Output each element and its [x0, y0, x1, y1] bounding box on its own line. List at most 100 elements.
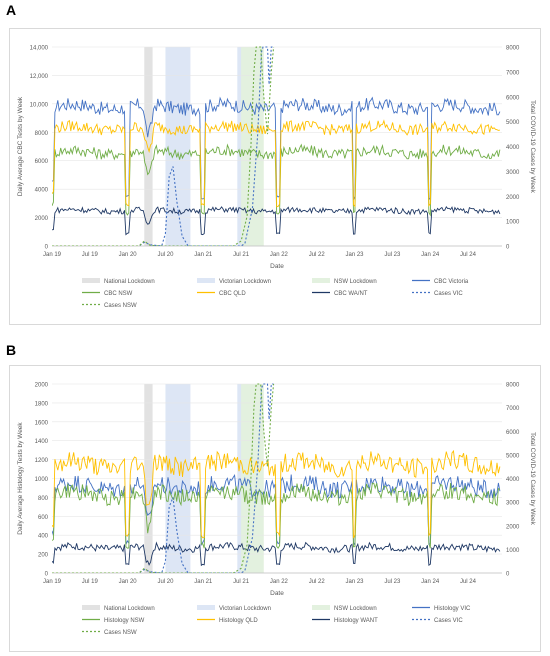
shade-national-lockdown-0 [144, 47, 153, 246]
y2-tick-label: 6000 [506, 430, 520, 436]
x-axis-title: Date [270, 263, 284, 270]
legend-swatch-national-lockdown [82, 278, 100, 283]
legend-label-histology-qld: Histology QLD [219, 618, 258, 624]
x-tick-label: Jan 24 [421, 252, 440, 258]
x-tick-label: Jan 21 [194, 579, 213, 585]
x-tick-label: Jul 22 [309, 252, 326, 258]
y2-tick-label: 1000 [506, 548, 520, 554]
x-tick-label: Jul 23 [384, 579, 401, 585]
y2-axis-title: Total COVID-19 Cases by Week [529, 100, 536, 193]
x-tick-label: Jul 20 [157, 579, 174, 585]
series-line-cbc-wa-nt [52, 205, 501, 236]
x-tick-label: Jul 24 [460, 252, 477, 258]
chart-b: 0 200 400 600 800 1000 1200 1400 1600 1800 2000 0 10… [17, 383, 536, 637]
chart-b-frame: 0 200 400 600 800 1000 1200 1400 1600 1800 2000 0 10… [9, 365, 541, 652]
shade-victorian-lockdown-1 [165, 47, 191, 246]
y-tick-label: 2000 [35, 216, 49, 222]
x-tick-label: Jul 21 [233, 252, 250, 258]
x-tick-label: Jan 23 [346, 579, 365, 585]
y2-tick-label: 0 [506, 572, 510, 578]
series-line-histology-qld [52, 449, 501, 539]
y-tick-label: 600 [38, 515, 49, 521]
legend-swatch-victorian-lockdown [197, 278, 215, 283]
x-tick-label: Jan 22 [270, 579, 289, 585]
series-line-cases-vic [52, 46, 274, 246]
legend-label-victorian-lockdown: Victorian Lockdown [219, 279, 271, 285]
y2-tick-label: 8000 [506, 46, 520, 52]
legend-swatch-victorian-lockdown [197, 605, 215, 610]
legend-label-cbc-nsw: CBC NSW [104, 291, 133, 297]
y-tick-label: 400 [38, 534, 49, 540]
series-line-cases-nsw [52, 383, 275, 573]
legend-label-cases-vic: Cases VIC [434, 618, 463, 624]
x-tick-label: Jan 19 [43, 252, 62, 258]
legend-label-national-lockdown: National Lockdown [104, 606, 155, 612]
x-tick-label: Jan 23 [346, 252, 365, 258]
y-tick-label: 1000 [35, 477, 49, 483]
y-tick-label: 4000 [35, 188, 49, 194]
y-tick-label: 0 [45, 245, 49, 251]
legend-label-cases-nsw: Cases NSW [104, 630, 137, 636]
y-tick-label: 8000 [35, 131, 49, 137]
x-tick-label: Jul 19 [82, 579, 99, 585]
x-axis-title: Date [270, 590, 284, 597]
series-line-histology-want [52, 541, 501, 567]
legend-label-nsw-lockdown: NSW Lockdown [334, 606, 377, 612]
legend-label-histology-nsw: Histology NSW [104, 618, 145, 624]
legend-label-cases-vic: Cases VIC [434, 291, 463, 297]
x-tick-label: Jan 21 [194, 252, 213, 258]
y2-tick-label: 0 [506, 245, 510, 251]
legend-label-histology-want: Histology WANT [334, 618, 378, 624]
y2-tick-label: 5000 [506, 120, 520, 126]
y-tick-label: 1800 [35, 401, 49, 407]
x-tick-label: Jul 19 [82, 252, 99, 258]
y-tick-label: 12,000 [30, 74, 49, 80]
shade-victorian-lockdown-3 [237, 47, 242, 246]
y-tick-label: 14,000 [30, 46, 49, 52]
y2-axis-title: Total COVID-19 Cases by Week [529, 432, 536, 525]
y-tick-label: 200 [38, 553, 49, 559]
legend-label-histology-vic: Histology VIC [434, 606, 471, 612]
y2-tick-label: 3000 [506, 501, 520, 507]
y2-tick-label: 8000 [506, 383, 520, 389]
legend-swatch-national-lockdown [82, 605, 100, 610]
legend-swatch-nsw-lockdown [312, 278, 330, 283]
chart-a-frame: 0 2000 4000 6000 8000 10,000 12,000 14,000 0 1000… [9, 28, 541, 325]
y2-tick-label: 7000 [506, 406, 520, 412]
series-line-histology-nsw [52, 482, 501, 549]
panel-a-letter: A [6, 2, 17, 18]
panel-b-letter: B [6, 342, 17, 358]
y2-tick-label: 4000 [506, 145, 520, 151]
y-tick-label: 6000 [35, 159, 49, 165]
y2-tick-label: 2000 [506, 195, 520, 201]
legend-label-cbc-qld: CBC QLD [219, 291, 246, 297]
y2-tick-label: 3000 [506, 170, 520, 176]
y-tick-label: 0 [45, 572, 49, 578]
y-axis-title: Daily Average Histology Tests by Week [17, 422, 24, 535]
x-tick-label: Jan 22 [270, 252, 289, 258]
x-tick-label: Jan 20 [119, 252, 138, 258]
x-tick-label: Jan 24 [421, 579, 440, 585]
y-tick-label: 1200 [35, 458, 49, 464]
legend-label-nsw-lockdown: NSW Lockdown [334, 279, 377, 285]
y2-tick-label: 7000 [506, 70, 520, 76]
legend-label-cbc-wa-nt: CBC WA/NT [334, 291, 368, 297]
y2-tick-label: 1000 [506, 220, 520, 226]
shade-nsw-lockdown-2 [239, 47, 264, 246]
y-tick-label: 2000 [35, 383, 49, 389]
x-tick-label: Jul 24 [460, 579, 477, 585]
y2-tick-label: 4000 [506, 477, 520, 483]
y-tick-label: 10,000 [30, 102, 49, 108]
legend-label-cbc-victoria: CBC Victoria [434, 279, 469, 285]
x-tick-label: Jul 20 [157, 252, 174, 258]
x-tick-label: Jan 20 [119, 579, 138, 585]
x-tick-label: Jan 19 [43, 579, 62, 585]
legend-swatch-nsw-lockdown [312, 605, 330, 610]
y2-tick-label: 6000 [506, 95, 520, 101]
x-tick-label: Jul 21 [233, 579, 250, 585]
chart-a: 0 2000 4000 6000 8000 10,000 12,000 14,000 0 1000… [17, 46, 536, 310]
series-line-cbc-qld [52, 119, 500, 208]
x-tick-label: Jul 23 [384, 252, 401, 258]
y-axis-title: Daily Average CBC Tests by Week [17, 96, 24, 196]
legend-label-victorian-lockdown: Victorian Lockdown [219, 606, 271, 612]
